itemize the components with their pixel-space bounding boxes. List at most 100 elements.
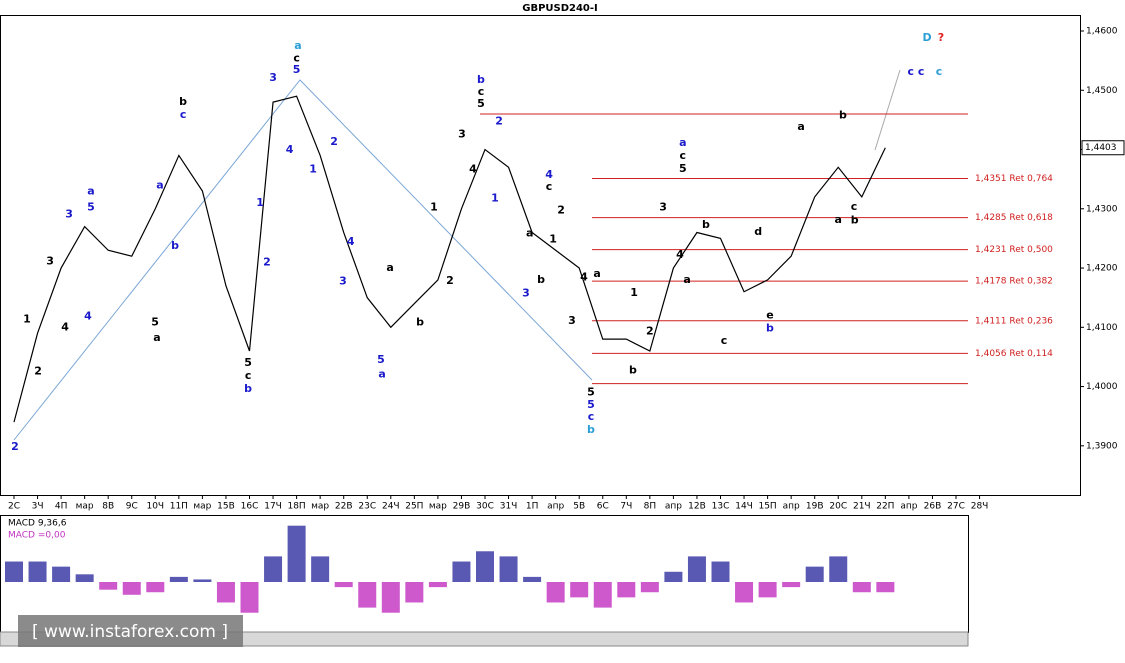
y-tick-label: 1,4200: [1086, 264, 1118, 274]
macd-bar: [476, 551, 494, 582]
wave-label: 4: [347, 235, 355, 248]
x-tick-label: 19В: [806, 502, 824, 512]
wave-label: c c: [908, 65, 925, 78]
wave-label: b: [851, 214, 859, 227]
macd-bar: [287, 525, 306, 582]
wave-label: b: [179, 95, 187, 108]
x-tick-label: 22П: [876, 502, 894, 512]
macd-value: MACD =0,00: [8, 531, 66, 541]
macd-bar: [570, 582, 589, 598]
wave-label: 5: [587, 398, 595, 411]
y-tick-label: 1,4000: [1086, 382, 1118, 392]
wave-label: 5: [377, 353, 385, 366]
wave-label: a: [386, 261, 393, 274]
wave-label: 5: [293, 63, 301, 76]
wave-label: 2: [11, 440, 19, 453]
macd-bar: [52, 566, 71, 582]
macd-bar: [805, 566, 824, 582]
wave-label: c: [721, 334, 728, 347]
wave-label: c: [180, 108, 187, 121]
macd-bar: [711, 561, 730, 582]
macd-bar: [193, 579, 212, 582]
x-tick-label: 5В: [573, 502, 585, 512]
x-tick-label: 20С: [829, 502, 847, 512]
wave-label: 3: [522, 287, 530, 300]
wave-label: b: [839, 109, 847, 122]
wave-label: 5: [151, 316, 159, 329]
macd-bar: [499, 556, 518, 582]
macd-bar: [758, 582, 777, 598]
y-tick-label: 1,3900: [1086, 441, 1118, 451]
watermark-box: [18, 615, 243, 647]
x-tick-label: 10Ч: [146, 502, 164, 512]
forecast-line: [874, 69, 901, 151]
y-tick-label: 1,4500: [1086, 86, 1118, 96]
x-tick-label: 8В: [102, 502, 114, 512]
wave-label: 1: [491, 192, 499, 205]
macd-bar: [381, 582, 400, 613]
chart-title: GBPUSD240-I: [522, 3, 598, 14]
x-tick-label: 23С: [358, 502, 376, 512]
x-tick-label: 21Ч: [853, 502, 871, 512]
wave-label: 2: [446, 274, 454, 287]
wave-label: b: [537, 273, 545, 286]
retracement-label: 1,4351 Ret 0,764: [975, 174, 1053, 184]
x-tick-label: апр: [665, 502, 682, 512]
wave-label: a: [87, 185, 94, 198]
x-tick-label: 25П: [405, 502, 423, 512]
x-tick-label: мар: [193, 502, 211, 512]
wave-label: 1: [430, 201, 438, 214]
wave-label: 1: [256, 196, 264, 209]
wave-label: b: [244, 382, 252, 395]
macd-bar: [782, 582, 801, 588]
macd-bar: [428, 582, 447, 588]
macd-bar: [452, 561, 471, 582]
x-tick-label: 3Ч: [32, 502, 44, 512]
wave-label: c: [680, 149, 687, 162]
x-tick-label: 12В: [688, 502, 706, 512]
x-tick-label: 24Ч: [382, 502, 400, 512]
wave-label: 3: [458, 128, 466, 141]
x-tick-label: 4П: [55, 502, 68, 512]
wave-label: a: [378, 368, 385, 381]
retracement-label: 1,4231 Ret 0,500: [975, 245, 1053, 255]
x-tick-label: 16С: [241, 502, 259, 512]
x-tick-label: 22В: [335, 502, 353, 512]
macd-bar: [640, 582, 659, 593]
wave-label: 2: [495, 115, 503, 128]
wave-label: a: [797, 120, 804, 133]
wave-label: 2: [34, 365, 42, 378]
y-tick-label: 1,4600: [1086, 27, 1118, 37]
macd-bar: [75, 574, 94, 582]
wave-label: e: [766, 308, 773, 321]
macd-bar: [146, 582, 165, 593]
wave-label: 5: [679, 162, 687, 175]
plot-frame: [0, 15, 1081, 496]
wave-label: 3: [659, 201, 667, 214]
x-tick-label: 13С: [712, 502, 730, 512]
x-tick-label: 8П: [644, 502, 657, 512]
wave-label: c: [546, 180, 553, 193]
x-tick-label: 2С: [8, 502, 20, 512]
x-tick-label: мар: [429, 502, 447, 512]
current-price-box: [1081, 140, 1125, 156]
x-tick-label: 14Ч: [735, 502, 753, 512]
x-tick-label: 27С: [947, 502, 965, 512]
macd-bar: [687, 556, 706, 582]
wave-label: 3: [65, 208, 73, 221]
macd-bar: [334, 582, 353, 588]
wave-label: a: [153, 331, 160, 344]
x-tick-label: 30С: [476, 502, 494, 512]
wave-label: a: [835, 213, 842, 226]
wave-label: 4: [286, 143, 294, 156]
retracement-label: 1,4178 Ret 0,382: [975, 277, 1053, 287]
wave-label: d: [754, 225, 762, 238]
y-tick-label: 1,4300: [1086, 204, 1118, 214]
price-line: [13, 95, 886, 423]
macd-bar: [5, 561, 23, 582]
wave-label: c: [245, 369, 252, 382]
wave-label: a: [294, 39, 301, 52]
wave-label: ?: [938, 31, 944, 44]
wave-label: 4: [84, 310, 92, 323]
wave-label: 5: [587, 385, 595, 398]
